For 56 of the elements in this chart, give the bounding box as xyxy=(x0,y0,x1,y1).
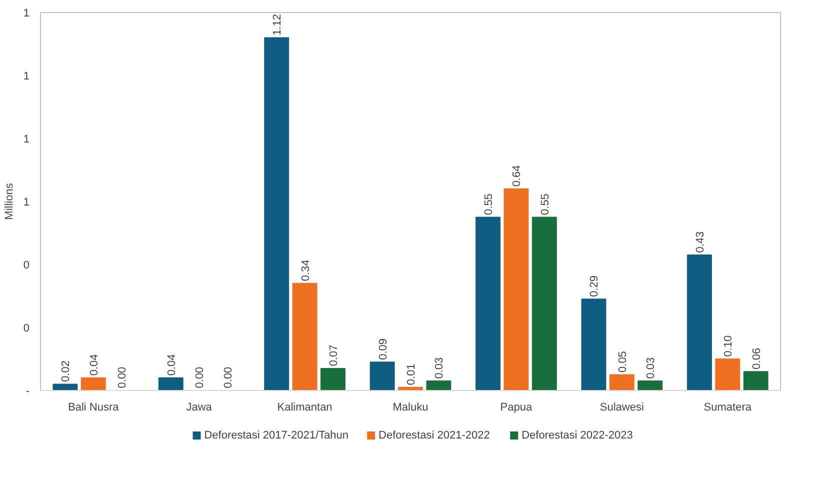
data-label: 0.55 xyxy=(483,194,496,215)
bar xyxy=(426,380,452,390)
bar xyxy=(638,380,663,390)
bar xyxy=(476,216,501,390)
bar xyxy=(158,377,184,390)
y-tick-label: 1 xyxy=(23,8,30,20)
bar xyxy=(264,37,290,390)
bar xyxy=(504,188,529,390)
data-label: 0.29 xyxy=(588,275,601,297)
data-label: 0.10 xyxy=(722,335,735,357)
data-label: 1.12 xyxy=(272,14,284,36)
x-tick-label: Sulawesi xyxy=(600,402,644,414)
bar xyxy=(532,216,557,390)
data-label: 0.34 xyxy=(300,260,312,282)
legend-label: Deforestasi 2021-2022 xyxy=(378,430,490,442)
data-label: 0.00 xyxy=(194,366,206,388)
bar xyxy=(292,282,318,390)
y-axis-title: Millions xyxy=(3,182,16,220)
x-tick-label: Sumatera xyxy=(704,402,752,414)
y-tick-label: - xyxy=(26,386,30,398)
bar xyxy=(686,254,712,390)
y-tick-label: 1 xyxy=(23,134,30,146)
x-tick-label: Kalimantan xyxy=(277,402,332,414)
y-tick-label: 0 xyxy=(23,260,30,272)
data-label: 0.03 xyxy=(434,357,446,379)
x-tick-label: Bali Nusra xyxy=(68,402,120,414)
data-label: 0.64 xyxy=(511,165,524,187)
bar xyxy=(609,374,634,390)
data-label: 0.03 xyxy=(645,357,658,379)
x-tick-label: Jawa xyxy=(186,402,213,414)
y-tick-label: 1 xyxy=(23,70,30,82)
data-label: 0.55 xyxy=(539,194,552,215)
bar xyxy=(52,384,78,390)
data-label: 0.09 xyxy=(377,338,390,360)
data-label: 0.05 xyxy=(616,351,629,372)
legend-label: Deforestasi 2017-2021/Tahun xyxy=(204,430,349,442)
data-label: 0.00 xyxy=(116,366,129,388)
data-label: 0.43 xyxy=(694,231,706,253)
y-tick-label: 0 xyxy=(23,322,30,334)
x-tick-label: Maluku xyxy=(392,402,428,414)
data-label: 0.00 xyxy=(222,366,234,388)
data-label: 0.01 xyxy=(406,364,418,386)
data-label: 0.02 xyxy=(60,360,72,382)
bar xyxy=(581,298,606,390)
bar xyxy=(743,371,768,390)
data-label: 0.04 xyxy=(166,354,178,376)
data-label: 0.07 xyxy=(328,344,340,366)
x-tick-label: Papua xyxy=(500,402,533,414)
legend-label: Deforestasi 2022-2023 xyxy=(522,430,633,442)
bar xyxy=(80,377,106,390)
bar xyxy=(370,362,395,390)
bar xyxy=(320,368,346,390)
bar xyxy=(715,358,740,390)
data-label: 0.04 xyxy=(88,354,100,376)
data-label: 0.06 xyxy=(750,348,763,370)
y-tick-label: 1 xyxy=(23,196,30,208)
